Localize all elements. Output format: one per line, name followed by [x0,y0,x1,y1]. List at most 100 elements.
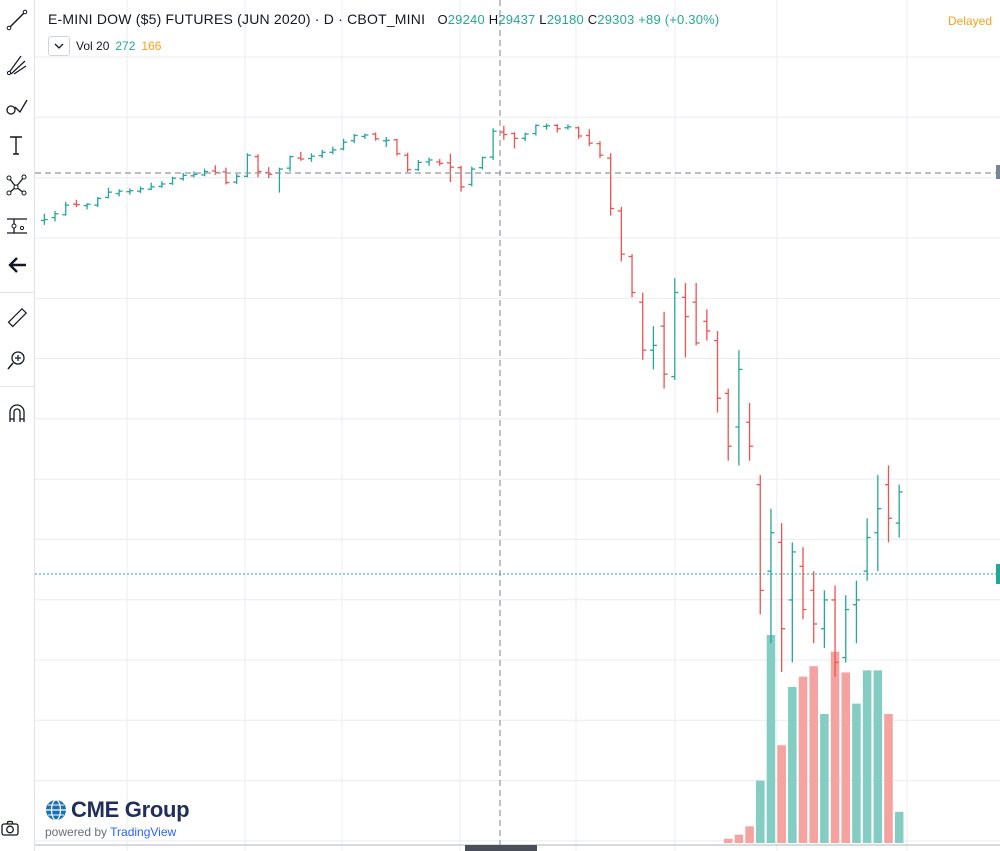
volume-bar [809,666,818,843]
volume-value-up: 272 [115,39,136,53]
interval-label[interactable]: D [323,11,335,27]
ohlc-bar [660,311,668,389]
volume-legend: Vol 20 272 166 [48,36,161,56]
ohlc-bar [778,523,786,672]
ohlc-bar [425,157,433,166]
trend-line-icon[interactable] [0,5,34,35]
last-price-marker [996,564,1000,584]
ohlc-bar [521,132,529,142]
volume-bar [798,676,808,843]
ohlc-bar [532,124,540,136]
low-value: 29180 [546,12,584,27]
text-icon[interactable] [0,130,34,160]
volume-bar [852,703,861,843]
crosshair-price-marker [996,165,1000,179]
open-value: 29240 [447,12,485,27]
ohlc-bar [254,154,262,178]
toolbar-separator [0,386,34,387]
cme-logo[interactable]: CME Group powered by TradingView [45,797,190,839]
volume-bar [894,811,904,843]
ohlc-bar [275,167,283,193]
ohlc-bar [414,159,422,172]
ohlc-bars [40,123,903,677]
tradingview-link[interactable]: TradingView [110,825,177,839]
ohlc-bar [40,213,48,225]
ohlc-bar [179,172,187,181]
symbol-title[interactable]: E-MINI DOW ($5) FUTURES (JUN 2020) [48,11,311,27]
camera-icon[interactable] [0,818,20,838]
globe-icon [46,799,66,821]
chart-grid [35,0,1000,851]
measure-icon[interactable] [0,210,34,240]
ohlc-bar [649,326,657,370]
low-label: L [539,12,547,27]
collapse-button[interactable] [48,36,70,56]
ohlc-bar [585,129,593,147]
ohlc-bar [788,542,796,663]
ohlc-bar [489,128,497,160]
exchange-label: CBOT_MINI [347,11,426,27]
ohlc-bar [852,580,860,644]
ohlc-bar [147,182,155,191]
magnet-icon[interactable] [0,398,34,428]
ohlc-bar [372,132,380,141]
fib-icon[interactable] [0,50,34,80]
ohlc-bar [724,388,732,461]
time-axis-scroll-marker[interactable] [465,845,537,851]
ohlc-bar [681,282,689,358]
pattern-icon[interactable] [0,170,34,200]
volume-histogram [723,635,904,843]
ohlc-bar [436,159,444,166]
ohlc-bar [671,278,679,380]
volume-bar [830,651,840,843]
ohlc-bar [746,403,754,461]
high-value: 29437 [498,12,536,27]
close-value: 29303 [597,12,635,27]
volume-bar [884,714,893,843]
ohlc-bar [714,330,722,413]
ohlc-bar [318,149,326,159]
price-chart[interactable] [35,0,1000,851]
ohlc-bar [756,475,764,615]
ohlc-bar [62,201,70,216]
volume-bar [873,670,883,843]
ohlc-bar [404,152,412,172]
volume-bar [841,672,851,843]
ohlc-bar [692,282,700,346]
ohlc-bar [607,153,615,216]
ohlc-bar [340,138,348,151]
ohlc-bar [511,132,518,149]
ohlc-bar [297,151,305,161]
ohlc-bar [596,141,604,159]
logo-text: CME Group [71,797,190,822]
ohlc-bar [863,518,871,581]
ohlc-bar [393,138,401,156]
ohlc-bar [874,475,882,572]
legend-separator: · [334,11,348,27]
ohlc-bar [51,210,59,222]
drawing-toolbar [0,0,35,851]
ohlc-bar [639,292,647,360]
ohlc-bar [842,595,850,663]
zoom-in-icon[interactable] [0,345,34,375]
ohlc-bar [350,134,358,144]
ohlc-bar [446,153,454,183]
ohlc-bar [222,167,230,185]
brush-icon[interactable] [0,90,34,120]
ohlc-bar [543,123,551,130]
back-icon[interactable] [0,250,34,280]
delayed-status: Delayed [947,14,992,28]
volume-bar [862,670,872,843]
ohlc-bar [767,508,775,644]
ohlc-bar [468,166,476,187]
ohlc-bar [329,146,337,155]
ohlc-bar [190,171,198,178]
powered-by: powered by TradingView [45,825,189,839]
ohlc-bar [201,168,209,177]
ohlc-bar [831,585,839,677]
ohlc-bar [307,153,315,162]
ohlc-bar [126,188,134,195]
ohlc-bar [158,181,166,188]
ohlc-bar [810,571,818,644]
ruler-icon[interactable] [0,303,34,333]
